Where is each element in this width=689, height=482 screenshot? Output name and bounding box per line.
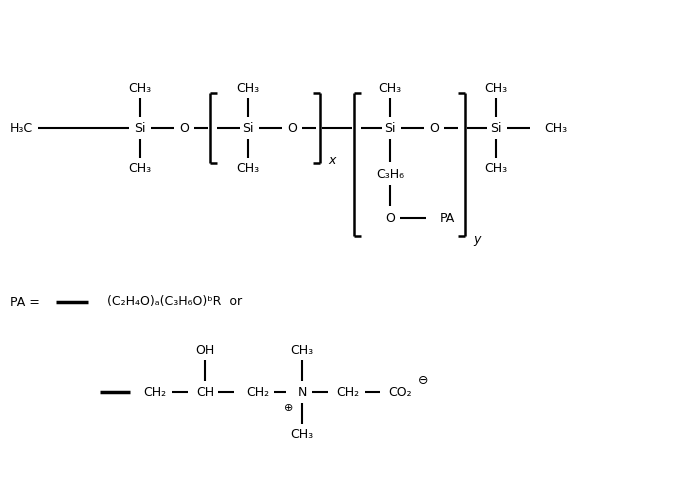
Text: N: N xyxy=(298,386,307,399)
Text: CH₃: CH₃ xyxy=(291,344,313,357)
Text: (C₂H₄O)ₐ(C₃H₆O)ᵇR  or: (C₂H₄O)ₐ(C₃H₆O)ᵇR or xyxy=(107,295,243,308)
Text: CO₂: CO₂ xyxy=(388,386,412,399)
Text: O: O xyxy=(179,121,189,134)
Text: Si: Si xyxy=(243,121,254,134)
Text: CH₂: CH₂ xyxy=(143,386,167,399)
Text: y: y xyxy=(473,233,481,246)
Text: CH₃: CH₃ xyxy=(544,121,567,134)
Text: CH₂: CH₂ xyxy=(336,386,360,399)
Text: CH₃: CH₃ xyxy=(128,161,152,174)
Text: CH₃: CH₃ xyxy=(484,81,508,94)
Text: OH: OH xyxy=(196,344,215,357)
Text: CH₃: CH₃ xyxy=(236,161,260,174)
Text: CH₃: CH₃ xyxy=(484,161,508,174)
Text: O: O xyxy=(429,121,439,134)
Text: Si: Si xyxy=(384,121,395,134)
Text: CH₃: CH₃ xyxy=(291,428,313,441)
Text: PA: PA xyxy=(440,212,455,225)
Text: O: O xyxy=(287,121,297,134)
Text: ⊕: ⊕ xyxy=(285,403,294,413)
Text: CH: CH xyxy=(196,386,214,399)
Text: PA =: PA = xyxy=(10,295,40,308)
Text: CH₃: CH₃ xyxy=(236,81,260,94)
Text: H₃C: H₃C xyxy=(10,121,33,134)
Text: CH₂: CH₂ xyxy=(247,386,269,399)
Text: Si: Si xyxy=(134,121,146,134)
Text: O: O xyxy=(385,212,395,225)
Text: CH₃: CH₃ xyxy=(128,81,152,94)
Text: ⊖: ⊖ xyxy=(418,374,429,387)
Text: Si: Si xyxy=(491,121,502,134)
Text: CH₃: CH₃ xyxy=(378,81,402,94)
Text: x: x xyxy=(329,155,336,168)
Text: C₃H₆: C₃H₆ xyxy=(376,168,404,180)
